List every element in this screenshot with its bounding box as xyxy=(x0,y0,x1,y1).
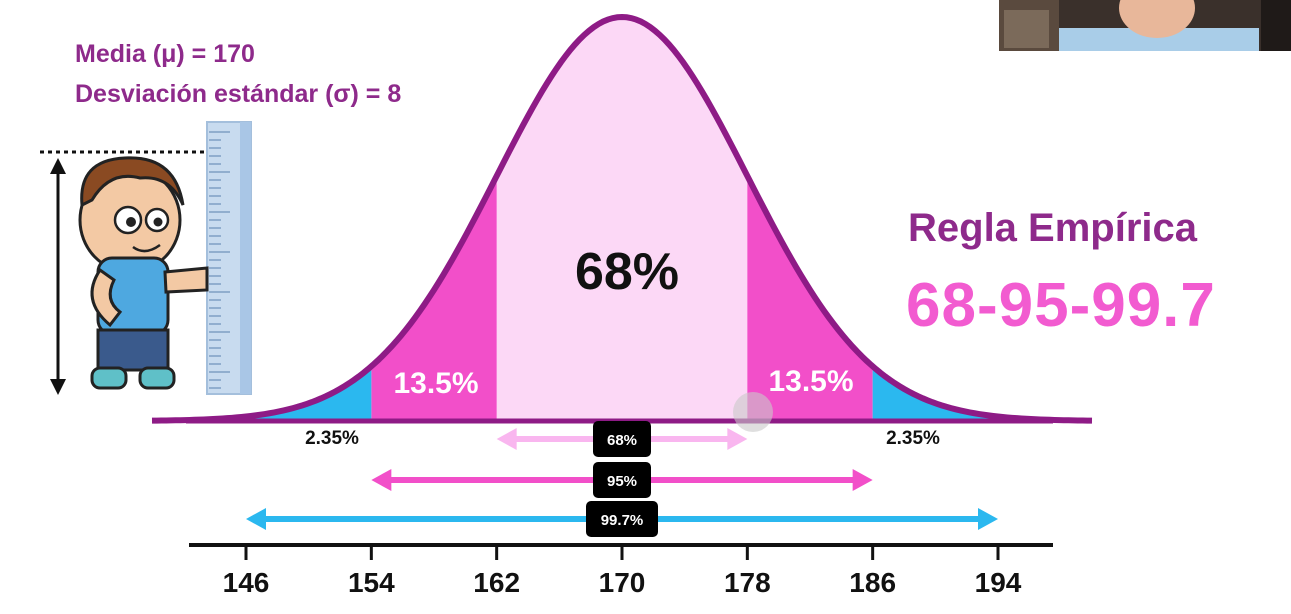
x-tick-label: 146 xyxy=(223,567,270,598)
sd-label: Desviación estándar (σ) = 8 xyxy=(75,80,402,108)
region-label-68: 68% xyxy=(575,243,679,301)
region-label-13.5-right: 13.5% xyxy=(768,365,853,398)
parameters: Media (μ) = 170 Desviación estándar (σ) … xyxy=(75,34,401,114)
rule-numbers: 68-95-99.7 xyxy=(906,271,1216,340)
cursor-highlight xyxy=(733,392,773,432)
cartoon-boy-with-ruler xyxy=(40,121,252,395)
region-label-2.35-right: 2.35% xyxy=(886,428,940,449)
webcam-overlay xyxy=(999,0,1291,51)
region-label-13.5-left: 13.5% xyxy=(393,367,478,400)
x-tick-label: 186 xyxy=(849,567,896,598)
range-arrow-95%: 95% xyxy=(371,462,873,498)
x-tick-label: 170 xyxy=(599,567,646,598)
x-tick-label: 154 xyxy=(348,567,395,598)
region-area-4 xyxy=(872,366,998,421)
region-area-0 xyxy=(496,17,748,421)
mean-label: Media (μ) = 170 xyxy=(75,40,255,68)
x-tick-label: 194 xyxy=(975,567,1022,598)
x-tick-label: 178 xyxy=(724,567,771,598)
rule-title: Regla Empírica xyxy=(908,206,1198,250)
x-tick-label: 162 xyxy=(473,567,520,598)
range-label-99.7%: 99.7% xyxy=(601,512,644,529)
region-label-2.35-left: 2.35% xyxy=(305,428,359,449)
range-label-68%: 68% xyxy=(607,432,637,449)
webcam-person-image xyxy=(999,0,1291,51)
range-arrow-68%: 68% xyxy=(496,421,748,457)
range-label-95%: 95% xyxy=(607,473,637,490)
bell-curve xyxy=(151,13,1093,424)
range-arrow-99.7%: 99.7% xyxy=(246,501,998,537)
region-area-3 xyxy=(246,366,372,421)
